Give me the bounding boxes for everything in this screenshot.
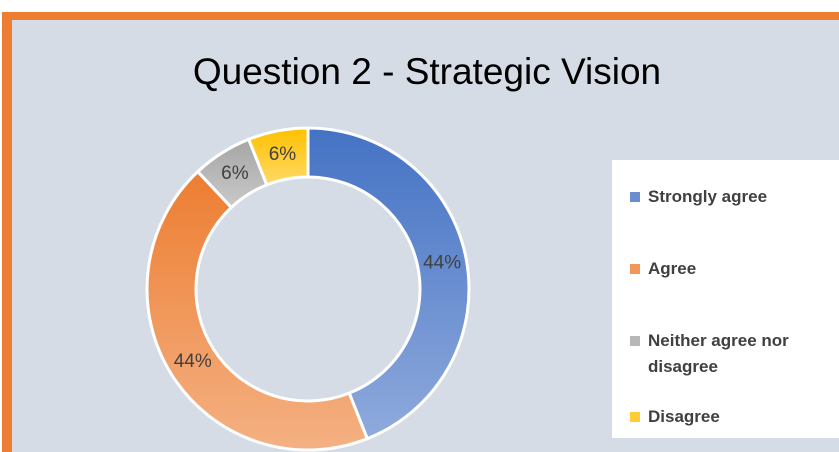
legend-swatch: [630, 192, 640, 202]
data-label: 6%: [221, 163, 249, 184]
legend-swatch: [630, 264, 640, 274]
legend: Strongly agree Agree Neither agree nor dis…: [612, 160, 839, 438]
legend-label: Neither agree nor disagree: [648, 331, 789, 376]
chart-title: Question 2 - Strategic Vision: [193, 51, 661, 92]
legend-swatch: [630, 412, 640, 422]
donut-segment: [246, 126, 310, 187]
legend-label: Agree: [648, 259, 697, 278]
legend-item: Strongly agree: [630, 184, 839, 210]
donut-segment: [306, 126, 471, 441]
legend-item: Neither agree nor disagree: [630, 328, 839, 380]
data-label: 6%: [269, 144, 297, 165]
data-label: 44%: [174, 351, 212, 372]
legend-label: Disagree: [648, 407, 720, 426]
legend-swatch: [630, 336, 640, 346]
data-label: 44%: [423, 252, 461, 273]
legend-item: Disagree: [630, 404, 839, 430]
legend-label: Strongly agree: [648, 187, 768, 206]
donut-segment: [145, 169, 370, 452]
legend-item: Agree: [630, 256, 839, 282]
